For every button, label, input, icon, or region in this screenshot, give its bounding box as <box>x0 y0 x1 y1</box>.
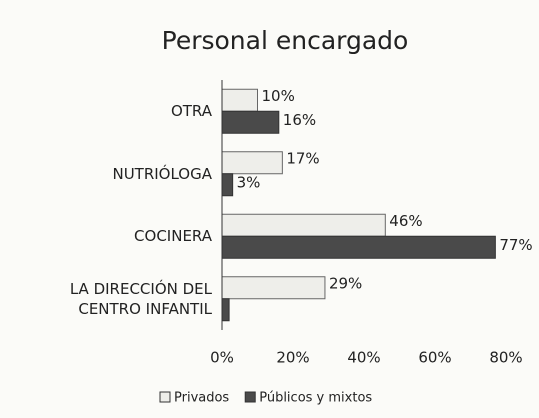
x-tick-label: 40% <box>347 349 380 367</box>
bar <box>221 88 258 112</box>
x-tick-label: 0% <box>210 349 234 367</box>
category-label: OTRA <box>170 102 212 121</box>
bar <box>221 213 386 237</box>
legend-swatch <box>159 391 171 403</box>
legend-swatch <box>244 391 256 403</box>
data-label: 17% <box>286 149 319 167</box>
data-label: 46% <box>389 212 422 230</box>
category-label: LA DIRECCIÓN DEL CENTRO INFANTIL <box>69 279 212 318</box>
x-tick-label: 60% <box>418 349 451 367</box>
bar <box>221 151 283 175</box>
bar <box>221 110 280 134</box>
bar <box>221 298 230 322</box>
category-label: COCINERA <box>134 227 212 246</box>
bar <box>221 276 326 300</box>
data-label: 16% <box>283 111 316 129</box>
legend-label: Privados <box>174 391 229 406</box>
chart-title: Personal encargado <box>162 26 409 55</box>
bar <box>221 173 234 197</box>
data-label: 77% <box>499 236 532 254</box>
data-label: 3% <box>237 173 261 191</box>
data-label: 10% <box>262 87 295 105</box>
x-tick-label: 20% <box>276 349 309 367</box>
bar <box>221 235 496 259</box>
x-tick-label: 80% <box>489 349 522 367</box>
legend-label: Públicos y mixtos <box>259 391 372 406</box>
category-label: NUTRIÓLOGA <box>112 164 212 183</box>
data-label: 29% <box>329 274 362 292</box>
